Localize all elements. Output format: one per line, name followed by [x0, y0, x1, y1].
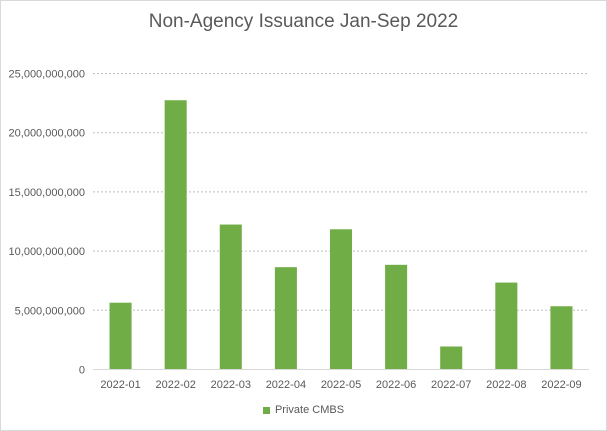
y-tick-label: 10,000,000,000: [9, 246, 85, 258]
y-tick-label: 25,000,000,000: [9, 69, 85, 81]
bar-2022-01: [109, 302, 132, 369]
legend: Private CMBS: [1, 404, 606, 416]
y-tick-label: 0: [79, 365, 85, 377]
x-tick-label: 2022-03: [211, 379, 251, 391]
y-tick-label: 5,000,000,000: [15, 305, 85, 317]
x-tick-label: 2022-06: [376, 379, 416, 391]
chart-title: Non-Agency Issuance Jan-Sep 2022: [148, 11, 459, 32]
legend-swatch-private-cmbs: [262, 406, 270, 414]
x-tick-label: 2022-05: [321, 379, 361, 391]
x-tick-label: 2022-08: [486, 379, 526, 391]
bar-2022-09: [550, 306, 573, 369]
legend-label-private-cmbs: Private CMBS: [274, 404, 345, 416]
x-tick-label: 2022-04: [266, 379, 306, 391]
y-tick-label: 20,000,000,000: [9, 128, 85, 140]
x-tick-label: 2022-07: [431, 379, 471, 391]
bar-2022-08: [495, 282, 518, 369]
bar-2022-06: [385, 264, 408, 369]
bar-2022-02: [164, 100, 187, 370]
bar-2022-03: [219, 224, 242, 369]
bar-2022-07: [440, 346, 463, 369]
x-tick-label: 2022-01: [100, 379, 140, 391]
x-tick-label: 2022-02: [155, 379, 195, 391]
y-tick-label: 15,000,000,000: [9, 187, 85, 199]
x-tick-label: 2022-09: [541, 379, 581, 391]
bar-2022-05: [329, 229, 353, 369]
bar-2022-04: [274, 267, 297, 369]
